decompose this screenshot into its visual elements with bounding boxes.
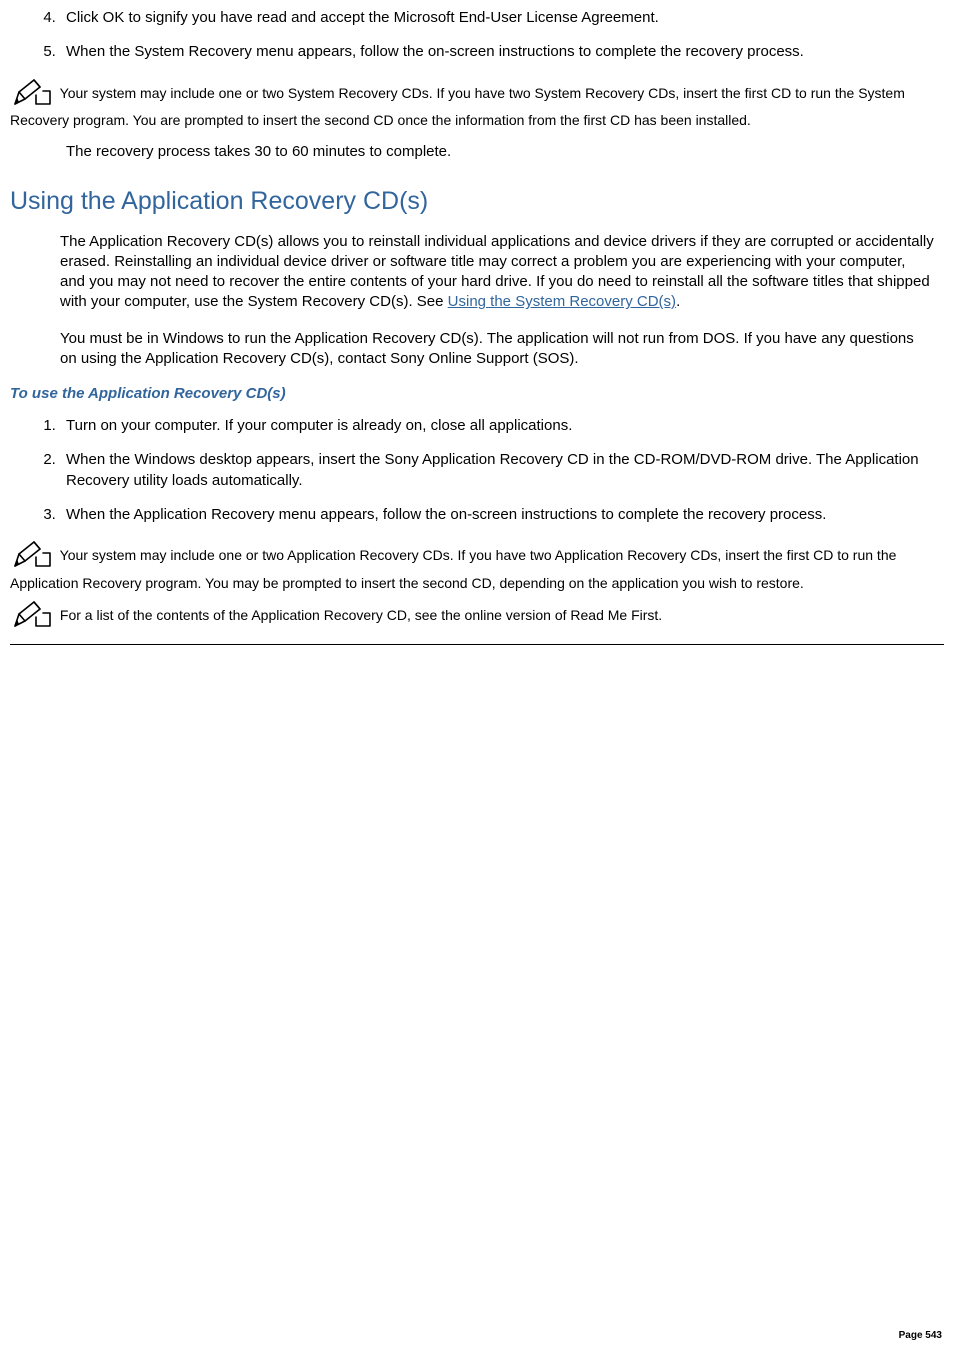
list-item-text: When the System Recovery menu appears, f… <box>66 43 804 60</box>
list-item: Click OK to signify you have read and ac… <box>60 8 944 28</box>
page-number-text: Page 543 <box>899 1330 942 1341</box>
list-item-text: Click OK to signify you have read and ac… <box>66 9 659 26</box>
pencil-note-icon <box>10 599 54 634</box>
pencil-note-icon <box>10 77 54 112</box>
section-heading: Using the Application Recovery CD(s) <box>10 187 944 216</box>
sub-heading: To use the Application Recovery CD(s) <box>10 385 944 402</box>
note-text: For a list of the contents of the Applic… <box>60 607 662 623</box>
list-item-text: Turn on your computer. If your computer … <box>66 417 572 434</box>
note-text: Your system may include one or two Appli… <box>10 547 896 591</box>
numbered-list-steps: Turn on your computer. If your computer … <box>10 416 944 525</box>
note-system-recovery-cds: Your system may include one or two Syste… <box>10 77 944 131</box>
list-item: Turn on your computer. If your computer … <box>60 416 944 436</box>
numbered-list-continued: Click OK to signify you have read and ac… <box>10 8 944 63</box>
paragraph-text: . <box>676 293 680 310</box>
note-text: The recovery process takes 30 to 60 minu… <box>66 143 451 160</box>
paragraph-text: You must be in Windows to run the Applic… <box>60 330 914 367</box>
note-app-recovery-cds: Your system may include one or two Appli… <box>10 539 944 593</box>
heading-text: Using the Application Recovery CD(s) <box>10 187 428 215</box>
page-number: Page 543 <box>899 1330 942 1341</box>
paragraph-app-recovery-intro: The Application Recovery CD(s) allows yo… <box>60 232 934 313</box>
section-divider <box>10 644 944 645</box>
note-recovery-time: The recovery process takes 30 to 60 minu… <box>66 142 944 162</box>
note-readme-first: For a list of the contents of the Applic… <box>10 599 944 634</box>
note-text: Your system may include one or two Syste… <box>10 85 905 129</box>
list-item-text: When the Windows desktop appears, insert… <box>66 451 919 488</box>
link-text: Using the System Recovery CD(s) <box>448 293 676 310</box>
pencil-note-icon <box>10 539 54 574</box>
link-system-recovery[interactable]: Using the System Recovery CD(s) <box>448 293 676 310</box>
list-item: When the Windows desktop appears, insert… <box>60 450 944 491</box>
list-item-text: When the Application Recovery menu appea… <box>66 506 826 523</box>
paragraph-windows-requirement: You must be in Windows to run the Applic… <box>60 329 934 370</box>
sub-heading-text: To use the Application Recovery CD(s) <box>10 385 286 402</box>
list-item: When the Application Recovery menu appea… <box>60 505 944 525</box>
list-item: When the System Recovery menu appears, f… <box>60 42 944 62</box>
